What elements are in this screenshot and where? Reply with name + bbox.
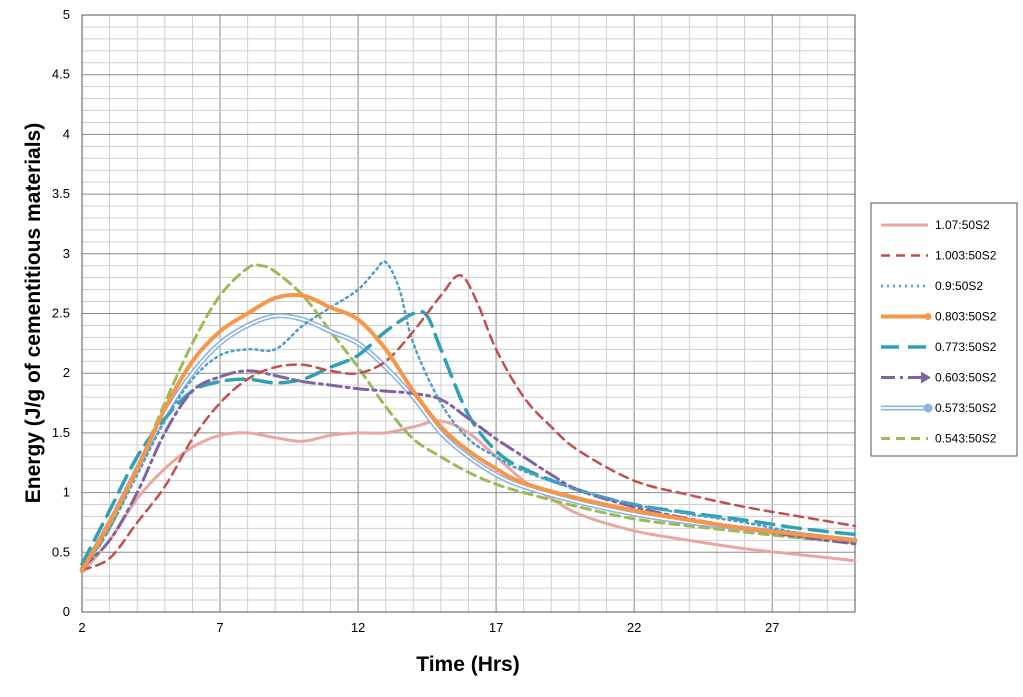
y-tick-label: 0: [63, 604, 70, 619]
x-tick-label: 2: [78, 620, 85, 635]
y-tick-label: 3.5: [52, 186, 70, 201]
legend-marker: [923, 403, 933, 413]
series-0-803-50s2-line: [80, 292, 857, 573]
legend-label: 0.9:50S2: [935, 279, 983, 293]
legend-box: [870, 202, 1018, 457]
legend-item-0-573-50s2: 0.573:50S2: [881, 401, 997, 415]
x-tick-label: 27: [765, 620, 779, 635]
legend-marker: [921, 371, 931, 384]
y-tick-label: 1.5: [52, 425, 70, 440]
y-tick-label: 4.5: [52, 67, 70, 82]
legend-label: 0.603:50S2: [935, 371, 997, 385]
series-1-07-50s2-line: [80, 419, 857, 575]
legend-item-0-603-50s2: 0.603:50S2: [881, 371, 997, 385]
legend-marker: [924, 313, 932, 320]
legend-label: 1.07:50S2: [935, 218, 990, 232]
y-tick-label: 4: [63, 126, 70, 141]
x-tick-label: 22: [627, 620, 641, 635]
legend-label: 1.003:50S2: [935, 249, 997, 263]
plot-area-border: [81, 14, 856, 613]
y-tick-label: 2: [63, 365, 70, 380]
series-0-9-50s2-line: [80, 260, 857, 572]
gridlines: [81, 14, 856, 613]
x-axis-title: Time (Hrs): [416, 653, 519, 676]
y-tick-label: 2.5: [52, 306, 70, 321]
series-1-003-50s2-line: [80, 274, 857, 572]
legend: 1.07:50S2 1.003:50S2 0.9:50S2 0.803:50S2 0.7…: [870, 202, 1018, 457]
legend-item-1-003-50s2: 1.003:50S2: [881, 249, 997, 263]
legend-label: 0.803:50S2: [935, 310, 997, 324]
legend-item-0-773-50s2: 0.773:50S2: [881, 340, 997, 354]
y-tick-label: 5: [63, 7, 70, 22]
legend-label: 0.573:50S2: [935, 401, 997, 415]
y-tick-label: 3: [63, 246, 70, 261]
series-0-573-50s2-line: [81, 314, 856, 571]
y-tick-label: 0.5: [52, 544, 70, 559]
legend-item-0-803-50s2: 0.803:50S2: [881, 310, 997, 324]
y-tick-label: 1: [63, 485, 70, 500]
legend-label: 0.773:50S2: [935, 340, 997, 354]
series-0-543-50s2-line: [80, 263, 857, 575]
legend-item-1-07-50s2: 1.07:50S2: [881, 218, 990, 232]
legend-item-0-9-50s2: 0.9:50S2: [881, 279, 983, 293]
x-tick-label: 12: [351, 620, 365, 635]
y-axis-title: Energy (J/g of cementitious materials): [22, 123, 45, 503]
x-tick-label: 7: [216, 620, 223, 635]
legend-label: 0.543:50S2: [935, 432, 997, 446]
x-tick-label: 17: [489, 620, 503, 635]
legend-item-0-543-50s2: 0.543:50S2: [881, 432, 997, 446]
series-lines: [79, 260, 858, 575]
series-0-603-50s2-line: [80, 369, 857, 570]
